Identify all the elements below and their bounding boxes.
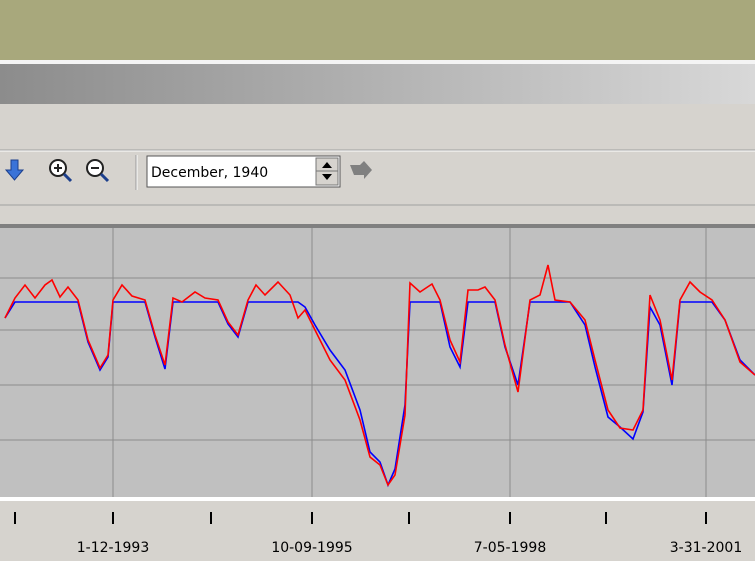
zoom-out-button[interactable] (86, 159, 110, 183)
plot-border (0, 497, 755, 501)
title-bar (0, 0, 755, 60)
date-spinner[interactable]: December, 1940 (146, 155, 341, 188)
zoom-in-button[interactable] (49, 159, 73, 183)
caption-bar (0, 64, 755, 104)
x-tick-label: 1-12-1993 (77, 540, 149, 556)
go-button[interactable] (350, 161, 372, 179)
x-tick-label: 10-09-1995 (271, 540, 352, 556)
divider (0, 60, 755, 64)
pan-down-button[interactable] (4, 159, 25, 181)
plot-area (0, 228, 755, 497)
x-tick-label: 7-05-1998 (474, 540, 546, 556)
date-text: December, 1940 (151, 165, 268, 181)
plot-border (0, 224, 755, 228)
x-tick-label: 3-31-2001 (670, 540, 742, 556)
series-line (4, 264, 755, 487)
minor-ticks (14, 512, 607, 524)
